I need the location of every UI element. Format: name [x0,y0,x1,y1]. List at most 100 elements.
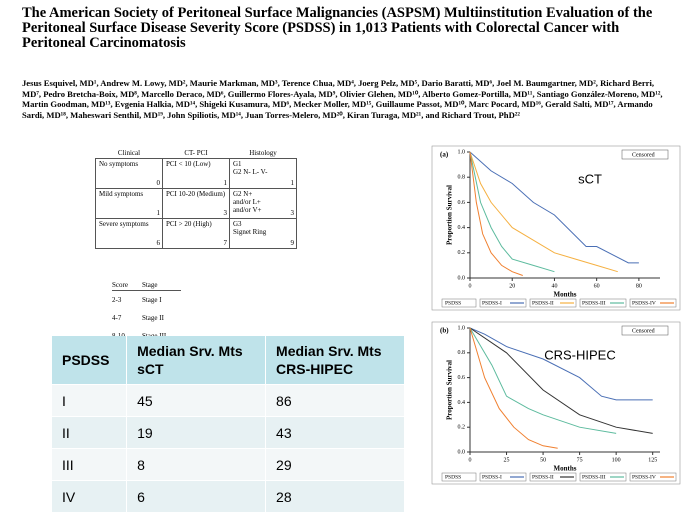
row: I 45 86 [52,384,405,417]
x-tick-label: 20 [509,283,515,289]
points: 6 [156,239,161,247]
summary-table: PSDSS Median Srv. Mts sCT Median Srv. Mts … [52,336,405,512]
y-tick-label: 0.4 [458,400,466,406]
cell-text: Mild symptoms [99,190,144,198]
authors: Jesus Esquivel, MD¹, Andrew M. Lowy, MD²… [22,78,663,120]
cell: 28 [265,480,405,512]
header-cell: Clinical [117,149,141,157]
y-tick-label: 1.0 [458,149,466,155]
header-cell: Histology [249,149,277,157]
legend-label: PSDSS-II [532,474,554,480]
x-tick-label: 100 [612,457,621,463]
legend-label: PSDSS-I [482,300,502,306]
cell: G1 G2 N- L- V- 1 [229,158,297,189]
points: 3 [223,209,228,217]
header-row: Score Stage [112,280,181,291]
header-cell: PSDSS [52,336,128,385]
cell-text: PCI > 20 (High) [166,220,212,228]
cell: Mild symptoms 1 [95,188,163,219]
legend-title: PSDSS [445,300,461,306]
survival-curve [469,327,653,401]
row: Mild symptoms 1 PCI 10-20 (Medium) 3 G2 N+ a… [95,188,297,219]
survival-curve [469,151,618,273]
row: III 8 29 [52,448,405,481]
cell-text: G1 G2 N- L- V- [233,160,268,176]
legend-label: PSDSS-IV [632,300,656,306]
header-row: Clinical CT- PCI Histology [96,148,297,159]
cell: III [52,448,128,481]
paper-title: The American Society of Peritoneal Surfa… [22,5,653,51]
legend-box [441,472,477,482]
cell: 86 [265,384,405,417]
cell: Severe symptoms 6 [95,218,163,249]
survival-curve [469,327,558,449]
survival-curve [469,151,555,273]
header-cell: Score [112,280,142,291]
row: II 19 43 [52,416,405,449]
legend-box [441,298,477,308]
cell-text: Severe symptoms [99,220,149,228]
cell: No symptoms 0 [95,158,163,189]
legend-box [629,472,677,482]
cell: Stage I [141,296,162,304]
cell: PCI 10-20 (Medium) 3 [162,188,230,219]
censored-label: Censored [632,152,655,158]
legend-label: PSDSS-III [582,300,606,306]
legend-box [479,472,527,482]
cell-text: PCI < 10 (Low) [166,160,211,168]
row: 4-7 Stage II [112,309,181,327]
x-tick-label: 25 [504,457,510,463]
points: 0 [156,179,161,187]
cell: II [52,416,128,449]
x-tick-label: 125 [648,457,657,463]
cell: 29 [265,448,405,481]
y-tick-label: 1.0 [458,325,466,331]
censored-box [621,325,669,336]
cell: I [52,384,128,417]
y-tick-label: 0.8 [458,350,466,356]
y-tick-label: 0.4 [458,225,466,231]
censored-box [621,149,669,160]
x-tick-label: 60 [594,283,600,289]
y-axis-label: Proportion Survival [446,185,454,245]
legend-box [529,298,577,308]
cell: 6 [126,480,267,512]
row: 2-3 Stage I [112,291,181,310]
header-cell: Median Srv. Mts sCT [126,336,267,385]
points: 3 [290,209,295,217]
y-tick-label: 0.2 [458,250,466,256]
legend-label: PSDSS-I [482,474,502,480]
cell: 8 [126,448,267,481]
cell-text: PCI 10-20 (Medium) [166,190,226,198]
header-cell: CT- PCI [184,149,208,157]
survival-curve [469,151,639,264]
score-table: Clinical CT- PCI Histology No symptoms 0 PCI … [95,148,297,249]
header-cell: Stage [141,280,181,291]
legend-box [629,298,677,308]
y-tick-label: 0.6 [458,200,466,206]
legend-label: PSDSS-IV [632,474,656,480]
x-axis-label: Months [554,465,577,473]
y-tick-label: 0.8 [458,175,466,181]
cell: 19 [126,416,267,449]
panel-label: (a) [440,151,449,159]
row: Severe symptoms 6 PCI > 20 (High) 7 G3 Signe… [95,218,297,249]
points: 7 [223,239,228,247]
legend-label: PSDSS-II [532,300,554,306]
survival-curve [469,327,617,434]
cell: IV [52,480,128,512]
y-tick-label: 0.6 [458,375,466,381]
cell: Stage II [141,314,164,322]
legend-label: PSDSS-III [582,474,606,480]
legend-box [479,298,527,308]
x-tick-label: 75 [577,457,583,463]
x-tick-label: 40 [551,283,557,289]
cell: 43 [265,416,405,449]
survival-curve [469,151,523,276]
x-axis-label: Months [554,291,577,299]
x-tick-label: 0 [469,457,472,463]
cell-text: G3 Signet Ring [233,220,267,236]
censored-label: Censored [632,328,655,334]
